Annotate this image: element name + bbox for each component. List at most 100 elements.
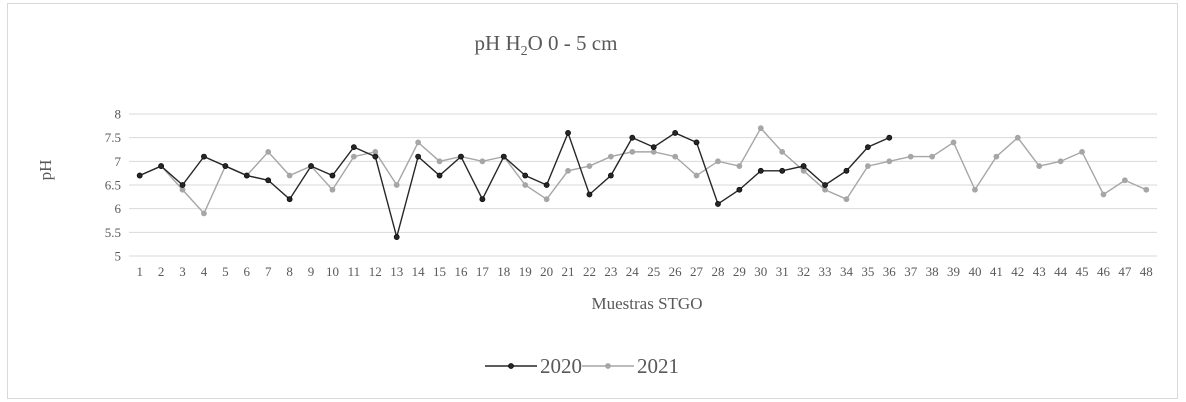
data-point-2021 — [607, 153, 614, 160]
data-point-2021 — [1036, 163, 1043, 169]
data-point-2021 — [929, 153, 936, 160]
x-tick-label: 13 — [390, 264, 403, 279]
x-tick-label: 32 — [797, 264, 810, 279]
x-tick-label: 1 — [136, 264, 143, 279]
legend-swatch-marker — [605, 363, 611, 369]
x-tick-label: 24 — [626, 264, 640, 279]
x-tick-label: 30 — [754, 264, 767, 279]
data-point-2021 — [586, 163, 593, 169]
data-point-2020 — [543, 182, 550, 188]
x-tick-label: 43 — [1033, 264, 1046, 279]
legend-label: 2020 — [540, 354, 582, 378]
data-point-2020 — [522, 172, 529, 179]
x-tick-label: 6 — [244, 264, 251, 279]
data-point-2021 — [565, 167, 571, 174]
data-point-2020 — [458, 153, 464, 160]
data-point-2020 — [693, 139, 700, 146]
data-point-2020 — [158, 163, 165, 169]
x-tick-label: 8 — [286, 264, 293, 279]
x-tick-label: 41 — [990, 264, 1003, 279]
y-tick-label: 6 — [115, 201, 122, 216]
x-tick-label: 5 — [222, 264, 229, 279]
data-point-2020 — [201, 153, 207, 160]
x-tick-label: 36 — [883, 264, 897, 279]
data-point-2020 — [736, 186, 743, 193]
data-point-2021 — [822, 186, 828, 193]
data-point-2020 — [265, 177, 272, 184]
data-point-2021 — [843, 196, 850, 203]
data-point-2021 — [779, 148, 786, 155]
data-point-2020 — [650, 144, 657, 151]
data-point-2021 — [950, 139, 957, 146]
data-point-2021 — [479, 158, 486, 165]
data-point-2020 — [479, 196, 486, 203]
chart-title: pH H2O 0 - 5 cm — [475, 31, 618, 59]
x-axis-title: Muestras STGO — [592, 294, 703, 313]
data-point-2020 — [243, 172, 250, 179]
data-point-2021 — [415, 139, 422, 146]
data-point-2020 — [329, 172, 336, 179]
data-point-2021 — [715, 158, 721, 165]
data-point-2020 — [843, 167, 850, 174]
data-point-2020 — [415, 153, 422, 160]
data-point-2021 — [672, 153, 679, 160]
data-point-2020 — [822, 182, 828, 188]
x-tick-label: 9 — [308, 264, 315, 279]
y-tick-label: 5 — [115, 249, 122, 264]
x-tick-label: 47 — [1118, 264, 1132, 279]
data-point-2021 — [543, 196, 550, 203]
data-point-2021 — [736, 163, 743, 169]
x-tick-label: 22 — [583, 264, 596, 279]
data-point-2021 — [1121, 177, 1128, 184]
y-tick-label: 5.5 — [105, 225, 121, 240]
x-tick-label: 20 — [540, 264, 553, 279]
data-point-2020 — [308, 163, 314, 169]
data-point-2021 — [372, 148, 379, 155]
data-point-2021 — [1143, 186, 1150, 193]
y-axis-title: pH — [36, 160, 55, 181]
chart-title-part: O 0 - 5 cm — [528, 31, 618, 55]
data-point-2021 — [393, 182, 400, 188]
data-point-2020 — [565, 130, 571, 136]
chart-title-part: pH H — [475, 31, 521, 55]
data-point-2020 — [715, 201, 721, 207]
x-tick-label: 16 — [454, 264, 468, 279]
x-tick-label: 33 — [819, 264, 832, 279]
data-point-2020 — [864, 144, 871, 151]
x-tick-label: 28 — [711, 264, 724, 279]
data-point-2020 — [757, 167, 764, 174]
x-tick-label: 38 — [926, 264, 939, 279]
x-tick-label: 27 — [690, 264, 704, 279]
x-tick-label: 37 — [904, 264, 918, 279]
x-tick-label: 48 — [1140, 264, 1153, 279]
data-point-2020 — [136, 172, 143, 179]
series-line-2021 — [139, 127, 1147, 215]
data-point-2021 — [800, 167, 807, 174]
data-point-2021 — [1057, 158, 1064, 165]
x-tick-label: 31 — [776, 264, 789, 279]
x-tick-label: 39 — [947, 264, 960, 279]
x-tick-label: 45 — [1076, 264, 1089, 279]
x-tick-label: 35 — [861, 264, 874, 279]
x-tick-label: 2 — [158, 264, 165, 279]
data-point-2020 — [800, 163, 807, 169]
x-tick-label: 46 — [1097, 264, 1111, 279]
data-point-2020 — [286, 196, 293, 203]
data-point-2021 — [265, 148, 272, 155]
x-tick-label: 18 — [497, 264, 510, 279]
chart-area — [7, 3, 1178, 399]
x-tick-label: 21 — [562, 264, 575, 279]
data-point-2021 — [886, 158, 893, 165]
data-point-2020 — [500, 153, 507, 160]
x-tick-label: 25 — [647, 264, 660, 279]
legend-swatch-marker — [508, 363, 514, 369]
x-tick-label: 26 — [669, 264, 683, 279]
chart-title-subscript: 2 — [521, 44, 528, 59]
data-point-2020 — [222, 163, 229, 169]
y-tick-label: 7 — [115, 154, 122, 169]
x-tick-label: 14 — [412, 264, 426, 279]
x-tick-label: 10 — [326, 264, 339, 279]
x-tick-label: 12 — [369, 264, 382, 279]
data-point-2020 — [393, 234, 400, 240]
x-tick-label: 7 — [265, 264, 272, 279]
